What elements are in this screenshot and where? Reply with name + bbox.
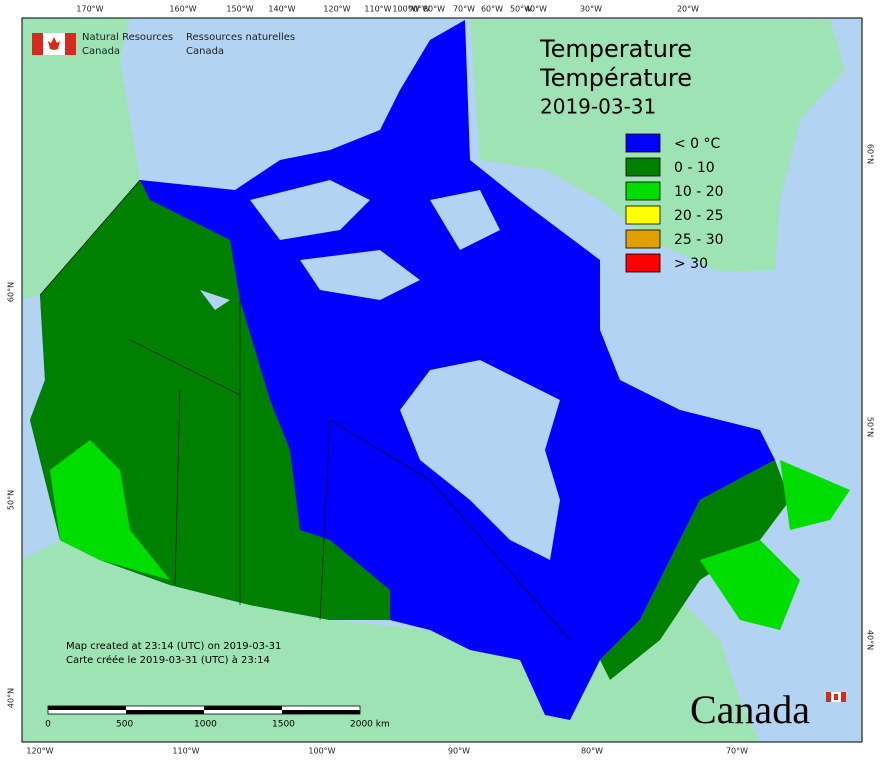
lon-label-top: 50°W [510, 5, 532, 14]
legend-swatch [625, 133, 661, 153]
lon-label-top: 70°W [453, 5, 475, 14]
lon-label-top: 150°W [226, 5, 253, 14]
legend-swatch [625, 157, 661, 177]
lon-label-top: 90°W [408, 5, 430, 14]
title-date: 2019-03-31 [540, 95, 656, 119]
lon-label-top: 100°W [392, 5, 419, 14]
legend-label: 20 - 25 [674, 208, 724, 224]
lat-label-right: 50°N [866, 417, 875, 437]
scale-label: 2000 km [350, 720, 390, 730]
lon-label-top: 80°W [423, 5, 445, 14]
org-fr: Ressources naturelles [186, 32, 295, 43]
scale-labels: 0 500 1000 1500 2000 km [45, 720, 390, 730]
wordmark: Canada [690, 687, 810, 732]
region-0-10-east [600, 460, 790, 680]
region-10-20-east [700, 460, 850, 630]
scale-bar [47, 705, 361, 715]
region-10-20 [50, 440, 170, 580]
lon-label-bottom: 100°W [308, 747, 335, 756]
lon-label-bottom: 120°W [26, 747, 53, 756]
lon-label-top: 120°W [323, 5, 350, 14]
frame [21, 17, 863, 743]
legend-label: 0 - 10 [674, 160, 715, 176]
org-en: Canada [82, 46, 120, 57]
lon-label-top: 60°W [481, 5, 503, 14]
lon-label-top: 160°W [169, 5, 196, 14]
lon-label-top: 20°W [677, 5, 699, 14]
scale-label: 1500 [272, 720, 295, 730]
scale-label: 500 [116, 720, 133, 730]
lat-label-left: 50°N [7, 490, 16, 510]
lon-label-bottom: 80°W [581, 747, 603, 756]
lat-label-left: 60°N [7, 282, 16, 302]
lon-label-bottom: 70°W [726, 747, 748, 756]
legend-label: > 30 [674, 256, 708, 272]
flag [32, 33, 76, 55]
lon-label-top: 40°W [525, 5, 547, 14]
legend-label: 25 - 30 [674, 232, 724, 248]
legend-swatch [625, 181, 661, 201]
arctic-water [200, 180, 500, 310]
hudson-bay [400, 360, 560, 560]
legend-swatch [625, 229, 661, 249]
lon-label-top: 170°W [76, 5, 103, 14]
title-fr: Température [539, 64, 692, 92]
graticule-labels: 170°W 160°W 150°W 140°W 120°W 110°W 100°W90°W8… [7, 5, 875, 756]
legend-label: 10 - 20 [674, 184, 724, 200]
lon-label-bottom: 90°W [448, 747, 470, 756]
title-en: Temperature [539, 35, 692, 63]
legend: < 0 °C 0 - 10 10 - 20 20 - 25 25 - 30 > 30 [625, 133, 724, 273]
scale-label: 1000 [194, 720, 217, 730]
created-fr: Carte créée le 2019-03-31 (UTC) à 23:14 [66, 654, 270, 666]
scale-label: 0 [45, 720, 51, 730]
lat-label-left: 40°N [7, 688, 16, 708]
lon-label-top: 30°W [580, 5, 602, 14]
wordmark-flag [826, 692, 846, 702]
alaska [22, 18, 140, 300]
org-fr: Canada [186, 46, 224, 57]
lon-label-bottom: 110°W [172, 747, 199, 756]
lat-label-right: 60°N [866, 144, 875, 164]
legend-swatch [625, 205, 661, 225]
lat-label-right: 40°N [866, 630, 875, 650]
lon-label-top: 110°W [364, 5, 391, 14]
legend-swatch [625, 253, 661, 273]
usa [22, 540, 760, 742]
legend-label: < 0 °C [674, 136, 721, 152]
org-en: Natural Resources [82, 32, 173, 43]
created-en: Map created at 23:14 (UTC) on 2019-03-31 [66, 641, 281, 652]
borders [39, 179, 571, 641]
lon-label-top: 140°W [268, 5, 295, 14]
